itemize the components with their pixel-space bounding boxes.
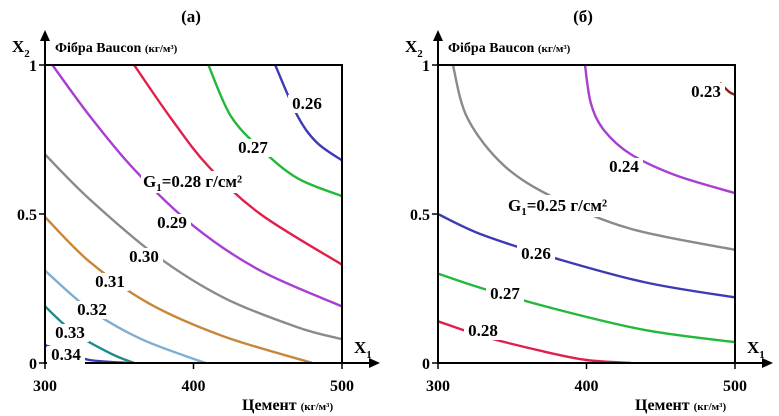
x-variable-label: X1: [354, 338, 372, 361]
contour-line-0.33: [45, 305, 135, 363]
contour-line-0.27: [438, 272, 735, 344]
x-tick-label: 500: [723, 378, 747, 395]
y-tick-label: 0: [29, 356, 37, 373]
contour-label-0.33: 0.33: [55, 323, 85, 342]
panel-title: (а): [181, 7, 201, 26]
y-tick-label: 1: [29, 58, 37, 75]
y-tick-label: 0: [422, 356, 430, 373]
panel-a: (а) 300 400 500 0 0.5 1 X1 X2 Фібра Baucon (кг/м³…: [12, 7, 380, 414]
contour-label-0.32: 0.32: [77, 300, 107, 319]
contour-labels: 0.23 0.24 0.26 0.27 0.28: [464, 82, 725, 340]
level-annotation: G1=0.25 г/см²: [508, 196, 607, 218]
contour-line-0.29: [51, 65, 342, 308]
contour-label-0.31: 0.31: [95, 272, 125, 291]
x-tick-label: 300: [33, 378, 57, 395]
contour-label-0.26: 0.26: [521, 244, 551, 263]
contour-label-0.26: 0.26: [292, 94, 322, 113]
contour-line-0.26: [438, 212, 735, 299]
contour-label-0.24: 0.24: [609, 157, 639, 176]
contour-label-0.23: 0.23: [691, 82, 721, 101]
contour-label-0.34: 0.34: [51, 345, 81, 364]
y-axis-title: Фібра Baucon (кг/м³): [448, 41, 571, 56]
y-arrowhead: [433, 30, 443, 41]
contour-label-0.28: 0.28: [468, 321, 498, 340]
y-axis-title: Фібра Baucon (кг/м³): [55, 41, 178, 56]
contour-label-0.27: 0.27: [238, 138, 268, 157]
x-axis-title: Цемент (кг/м³): [242, 397, 333, 414]
x-tick-label: 300: [426, 378, 450, 395]
x-arrowhead: [762, 358, 773, 368]
panel-title: (б): [573, 7, 593, 26]
contour-line-0.28: [133, 65, 342, 266]
contour-label-0.30: 0.30: [129, 247, 159, 266]
contour-line-0.24: [583, 65, 735, 195]
level-annotation: G1=0.28 г/см²: [143, 172, 242, 194]
contour-label-0.29: 0.29: [157, 213, 187, 232]
contour-labels: 0.26 0.27 0.29 0.300.31 0.32 0.33 0.34: [47, 94, 326, 364]
contour-line-0.25: [451, 65, 735, 251]
y-tick-label: 1: [422, 58, 430, 75]
contour-lines: [45, 65, 342, 363]
panel-b: (б) 300 400 500 0 0.5 1 X1 X2 Фібра Baucon (кг/м³…: [405, 7, 773, 414]
y-tick-label: 0.5: [410, 207, 430, 224]
contour-line-0.26: [274, 65, 342, 162]
y-arrowhead: [40, 30, 50, 41]
contour-line-0.30: [45, 153, 342, 341]
contour-line-0.32: [45, 269, 206, 363]
y-variable-label: X2: [12, 37, 30, 60]
contour-label-0.27: 0.27: [490, 284, 520, 303]
x-tick-label: 500: [330, 378, 354, 395]
x-tick-label: 400: [182, 378, 206, 395]
x-tick-label: 400: [575, 378, 599, 395]
contour-line-0.31: [45, 216, 313, 363]
y-variable-label: X2: [405, 37, 423, 60]
y-tick-label: 0.5: [17, 207, 37, 224]
x-axis-title: Цемент (кг/м³): [635, 397, 726, 414]
x-arrowhead: [369, 358, 380, 368]
x-variable-label: X1: [747, 338, 765, 361]
